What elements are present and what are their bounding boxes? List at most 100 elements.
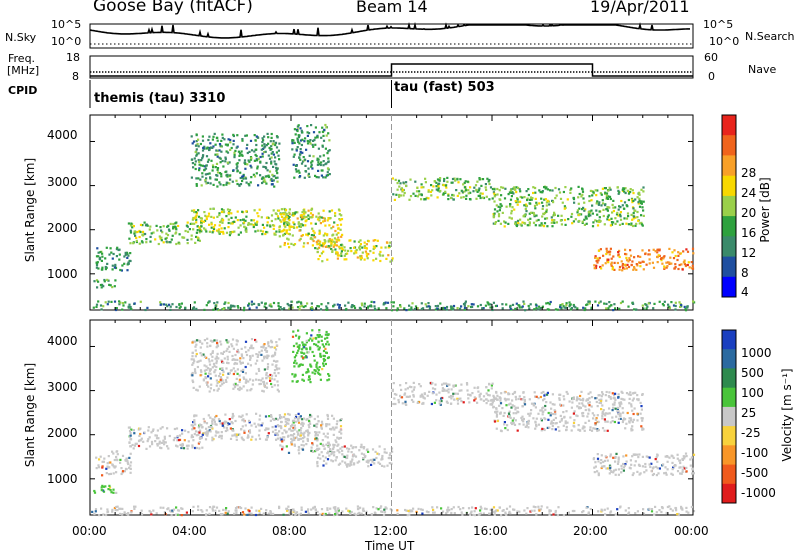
velocity-echo-cell <box>602 460 605 464</box>
velocity-echo-cell <box>156 444 159 447</box>
power-echo-cell <box>205 217 208 221</box>
velocity-echo-cell <box>638 453 641 456</box>
power-echo-cell <box>186 230 190 233</box>
power-echo-cell <box>668 247 671 250</box>
power-echo-cell <box>481 307 484 310</box>
velocity-echo-cell <box>240 387 243 390</box>
velocity-echo-cell <box>301 348 304 351</box>
power-echo-cell <box>528 222 531 225</box>
velocity-echo-cell <box>456 402 460 405</box>
velocity-echo-cell <box>132 447 135 450</box>
velocity-echo-cell <box>160 447 163 450</box>
velocity-echo-cell <box>356 461 359 464</box>
power-echo-cell <box>307 174 310 177</box>
velocity-echo-cell <box>218 509 221 512</box>
velocity-echo-cell <box>276 424 279 427</box>
power-echo-cell <box>504 187 507 190</box>
velocity-echo-cell <box>447 506 450 509</box>
velocity-echo-cell <box>655 456 658 459</box>
power-echo-cell <box>197 152 200 155</box>
velocity-echo-cell <box>276 388 279 391</box>
power-echo-cell <box>338 247 341 250</box>
power-echo-cell <box>297 140 300 144</box>
velocity-echo-cell <box>618 401 621 404</box>
power-echo-cell <box>545 208 548 211</box>
power-echo-cell <box>343 254 346 257</box>
power-echo-cell <box>396 188 399 191</box>
velocity-echo-cell <box>653 513 656 516</box>
velocity-echo-cell <box>221 424 224 427</box>
power-echo-cell <box>619 218 623 221</box>
power-echo-cell <box>690 261 693 264</box>
velocity-echo-cell <box>271 374 274 377</box>
power-echo-cell <box>146 224 149 227</box>
velocity-echo-cell <box>194 345 197 348</box>
velocity-echo-cell <box>690 456 693 459</box>
power-echo-cell <box>320 169 323 172</box>
power-echo-cell <box>298 229 301 232</box>
power-echo-cell <box>265 175 268 178</box>
power-echo-cell <box>216 168 219 171</box>
velocity-echo-cell <box>294 512 297 515</box>
velocity-echo-cell <box>297 337 300 340</box>
velocity-echo-cell <box>671 461 674 464</box>
power-echo-cell <box>264 166 267 169</box>
velocity-echo-cell <box>629 459 632 462</box>
velocity-echo-cell <box>440 400 443 403</box>
power-echo-cell <box>241 138 244 141</box>
power-echo-cell <box>519 218 522 221</box>
velocity-echo-cell <box>651 467 654 470</box>
power-echo-cell <box>222 165 225 168</box>
power-colorbar-segment <box>722 115 736 136</box>
power-echo-cell <box>232 133 235 136</box>
power-echo-cell <box>315 241 318 244</box>
velocity-echo-cell <box>273 418 276 421</box>
velocity-echo-cell <box>307 351 310 354</box>
velocity-echo-cell <box>224 429 227 433</box>
power-echo-cell <box>379 250 382 253</box>
power-echo-cell <box>248 302 251 305</box>
velocity-echo-cell <box>493 397 496 400</box>
velocity-echo-cell <box>154 440 157 443</box>
velocity-echo-cell <box>399 394 402 397</box>
power-echo-cell <box>306 242 309 245</box>
power-echo-cell <box>331 249 334 252</box>
power-echo-cell <box>318 163 321 166</box>
velocity-echo-cell <box>351 455 354 458</box>
power-echo-cell <box>469 186 472 189</box>
velocity-echo-cell <box>537 397 540 400</box>
power-echo-cell <box>374 239 377 242</box>
power-echo-cell <box>222 211 226 214</box>
power-echo-cell <box>463 186 466 189</box>
power-echo-cell <box>232 139 235 142</box>
velocity-echo-cell <box>621 391 624 394</box>
power-echo-cell <box>178 242 181 245</box>
power-echo-cell <box>229 307 232 310</box>
velocity-echo-cell <box>217 418 221 421</box>
power-echo-cell <box>326 245 329 248</box>
power-echo-cell <box>432 185 435 188</box>
power-echo-cell <box>247 223 250 226</box>
power-echo-cell <box>126 256 129 259</box>
power-echo-cell <box>255 222 258 225</box>
power-echo-cell <box>439 177 442 180</box>
power-echo-cell <box>183 236 186 239</box>
power-echo-cell <box>266 132 269 135</box>
power-echo-cell <box>463 308 466 311</box>
velocity-echo-cell <box>690 505 693 509</box>
velocity-echo-cell <box>639 401 642 404</box>
power-echo-cell <box>127 262 130 265</box>
power-echo-cell <box>291 139 294 142</box>
power-echo-cell <box>549 300 552 304</box>
velocity-echo-cell <box>546 506 549 509</box>
velocity-echo-cell <box>324 435 327 438</box>
velocity-echo-cell <box>625 422 628 425</box>
velocity-echo-cell <box>627 512 630 515</box>
velocity-echo-cell <box>546 391 549 394</box>
velocity-echo-cell <box>114 509 117 512</box>
power-echo-cell <box>257 215 260 218</box>
power-echo-cell <box>312 145 315 148</box>
velocity-echo-cell <box>603 429 606 432</box>
velocity-echo-cell <box>421 395 425 398</box>
power-echo-cell <box>501 303 504 306</box>
